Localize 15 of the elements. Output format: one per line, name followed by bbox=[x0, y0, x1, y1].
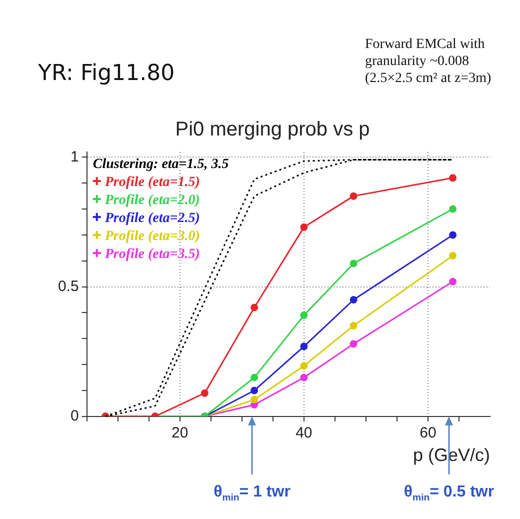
legend-label: Profile (eta=2.5) bbox=[104, 211, 200, 226]
legend-label: Profile (eta=3.5) bbox=[104, 247, 200, 262]
x-tick-label: 20 bbox=[172, 424, 188, 442]
chart-title: Pi0 merging prob vs p bbox=[175, 118, 370, 141]
series-label: Clustering: eta=1.5, 3.5 bbox=[92, 157, 229, 172]
y-tick-label: 0.5 bbox=[58, 278, 79, 295]
y-tick-label: 0 bbox=[70, 408, 79, 425]
text: YR: Fig11.80 bbox=[37, 61, 175, 86]
legend-label: Profile (eta=3.0) bbox=[104, 229, 200, 244]
legend-label: Profile (eta=2.0) bbox=[104, 193, 200, 208]
text: Profile (eta=1.5) bbox=[104, 175, 200, 190]
text: Forward EMCal with granularity ~0.008 (2.5×2.5 cm² at z=3m) bbox=[365, 37, 492, 86]
y-tick-label: 1 bbox=[70, 148, 79, 166]
x-tick-label: 40 bbox=[296, 424, 312, 442]
x-tick-label: 60 bbox=[420, 424, 436, 442]
